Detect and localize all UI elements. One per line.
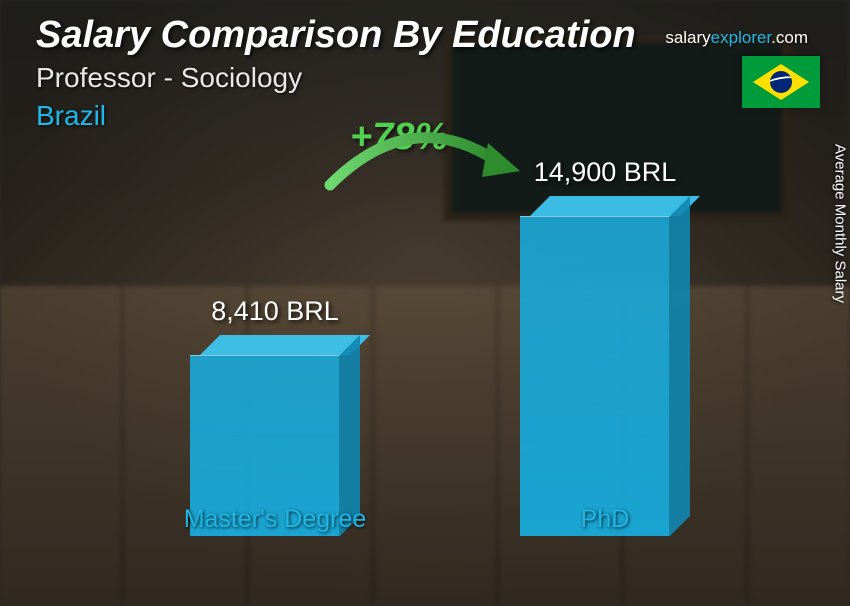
bar-value: 14,900 BRL	[495, 157, 715, 188]
bar-chart: 8,410 BRLMaster's Degree14,900 BRLPhD	[140, 136, 740, 576]
y-axis-label: Average Monthly Salary	[832, 144, 849, 303]
bar-side	[670, 196, 690, 536]
source-prefix: salary	[665, 28, 710, 47]
bar-group: 8,410 BRLMaster's Degree	[180, 355, 370, 536]
bar-value: 8,410 BRL	[165, 296, 385, 327]
bar-group: 14,900 BRLPhD	[510, 216, 700, 536]
source-accent: explorer	[711, 28, 771, 47]
bar-front	[520, 216, 670, 536]
bar-label: Master's Degree	[165, 505, 385, 534]
country-label: Brazil	[36, 100, 106, 132]
bar-3d	[520, 216, 690, 536]
main-title: Salary Comparison By Education	[36, 14, 636, 57]
subtitle: Professor - Sociology	[36, 62, 302, 94]
source-credit: salaryexplorer.com	[665, 28, 808, 48]
source-suffix: .com	[771, 28, 808, 47]
content-layer: Salary Comparison By Education Professor…	[0, 0, 850, 606]
flag-diamond	[753, 64, 809, 100]
flag-circle	[770, 71, 792, 93]
bar-label: PhD	[495, 505, 715, 534]
brazil-flag-icon	[742, 56, 820, 108]
